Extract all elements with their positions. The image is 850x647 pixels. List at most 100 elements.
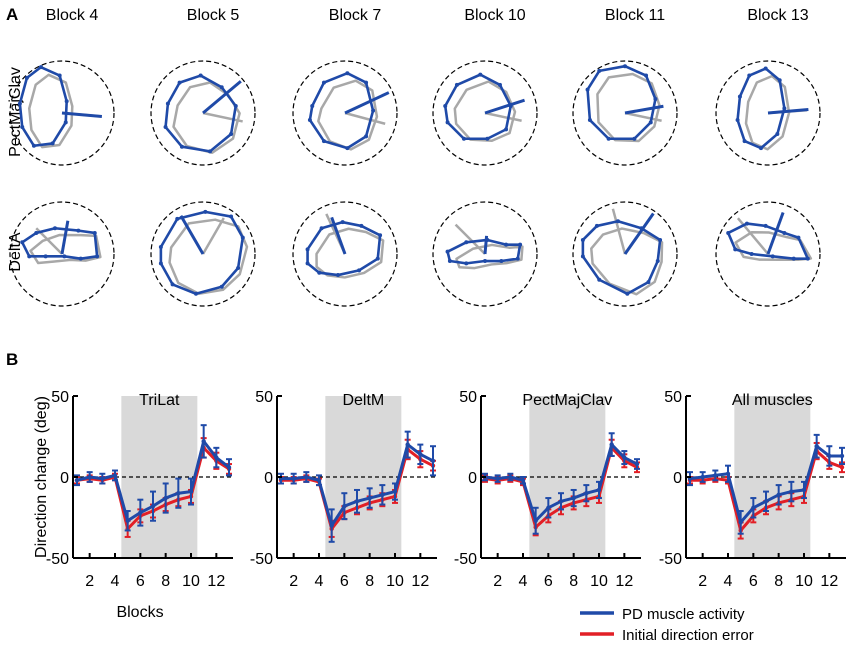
baseline-tuning-curve (172, 81, 241, 154)
x-tick-label: 10 (795, 573, 813, 590)
tuning-point (20, 125, 25, 130)
tuning-curve (586, 64, 657, 141)
baseline-tuning-curve (317, 79, 379, 151)
tuning-curve (164, 74, 238, 153)
tuning-point (658, 237, 663, 242)
data-point (125, 518, 130, 523)
tuning-point (170, 282, 175, 287)
tuning-point (644, 73, 649, 78)
data-point (584, 491, 589, 496)
tuning-point (777, 78, 782, 83)
data-point (751, 505, 756, 510)
data-point (112, 473, 118, 478)
pd-vector (330, 216, 347, 255)
data-point (520, 478, 526, 483)
tuning-point (219, 284, 224, 289)
tuning-point (52, 226, 57, 231)
x-tick-label: 10 (386, 573, 404, 590)
x-tick-label: 12 (411, 573, 429, 590)
x-tick-label: 4 (724, 573, 733, 590)
data-point (201, 439, 206, 444)
data-point (634, 461, 640, 467)
legend-label-error: Initial direction error (622, 627, 754, 644)
baseline-pd-vector (611, 208, 627, 255)
pd-vector (483, 235, 489, 255)
tuning-point (175, 216, 180, 221)
tuning-point (733, 247, 738, 252)
y-tick-label: 50 (664, 389, 682, 406)
y-tick-label: 50 (255, 389, 273, 406)
data-point (533, 518, 538, 523)
data-point (150, 503, 156, 509)
x-tick-label: 6 (136, 573, 145, 590)
tuning-point (518, 242, 523, 247)
tuning-point (504, 127, 509, 132)
tuning-point (585, 87, 590, 92)
unit-circle (572, 60, 678, 166)
x-tick-label: 2 (289, 573, 298, 590)
unit-circle (9, 60, 115, 166)
pd-vector (623, 212, 655, 255)
tuning-point (198, 73, 203, 78)
pd-vector (624, 104, 664, 115)
data-point (609, 442, 614, 447)
tuning-point (57, 73, 62, 78)
tuning-point (219, 85, 224, 90)
polar-plot (150, 60, 256, 166)
data-point (596, 487, 602, 493)
polar-plots (9, 60, 821, 307)
tuning-point (597, 277, 602, 282)
tuning-point (499, 259, 504, 264)
y-tick-label: -50 (250, 551, 273, 568)
unit-circle (150, 60, 256, 166)
tuning-point (447, 259, 452, 264)
baseline-pd-vector (201, 217, 225, 255)
data-point (188, 489, 194, 494)
tuning-point (805, 256, 810, 261)
tuning-point (24, 75, 29, 80)
chart-title: PectMajClav (522, 392, 612, 409)
polar-plot (9, 201, 115, 307)
data-point (571, 495, 576, 501)
x-tick-label: 10 (182, 573, 200, 590)
tuning-point (345, 146, 350, 151)
tuning-point (594, 223, 599, 228)
polar-plot (150, 201, 256, 307)
data-point (291, 476, 296, 481)
tuning-point (92, 230, 97, 235)
tuning-point (653, 96, 658, 101)
tuning-point (27, 254, 32, 259)
x-tick-label: 12 (615, 573, 633, 590)
tuning-point (485, 136, 490, 141)
tuning-point (177, 80, 182, 85)
polar-plot (432, 60, 538, 166)
block-title: Block 13 (747, 7, 808, 24)
baseline-tuning-curve (596, 72, 661, 143)
data-point (87, 474, 92, 480)
y-tick-label: -50 (659, 551, 682, 568)
tuning-point (646, 280, 651, 285)
tuning-point (782, 106, 787, 111)
line-chart: 50 0 -50 2 4 6 8 10 12 PectMajClav (454, 389, 641, 590)
x-tick-label: 8 (774, 573, 783, 590)
data-point (430, 458, 436, 463)
unit-circle (292, 60, 398, 166)
tuning-point (305, 261, 310, 266)
tuning-point (782, 230, 787, 235)
tuning-point (791, 256, 796, 261)
y-tick-label: 50 (459, 389, 477, 406)
block-title: Block 5 (187, 7, 240, 24)
tuning-point (38, 65, 43, 70)
series-pd-muscle-activity (74, 424, 232, 532)
legend: PD muscle activity Initial direction err… (580, 606, 754, 644)
pd-vector (767, 107, 809, 115)
x-tick-label: 12 (820, 573, 838, 590)
tuning-point (726, 230, 731, 235)
tuning-point (483, 259, 487, 264)
tuning-point (371, 108, 376, 113)
block-title: Block 7 (329, 7, 382, 24)
tuning-point (321, 80, 326, 85)
tuning-point (580, 237, 585, 242)
tuning-point (229, 214, 234, 219)
